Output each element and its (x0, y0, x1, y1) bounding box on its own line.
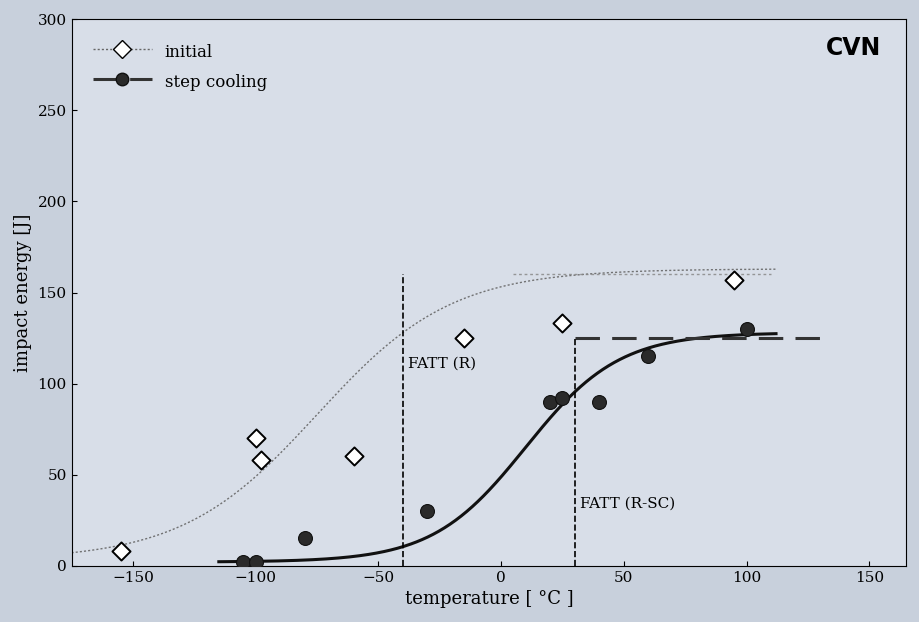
Point (542, 397, 557, 407)
Point (236, 557, 251, 567)
Point (420, 506, 435, 516)
X-axis label: temperature [ °C ]: temperature [ °C ] (404, 590, 573, 608)
Point (253, 455, 267, 465)
Text: FATT (R-SC): FATT (R-SC) (579, 496, 675, 511)
Point (248, 557, 263, 567)
Point (591, 397, 606, 407)
Point (248, 434, 263, 443)
Point (346, 452, 361, 462)
Text: CVN: CVN (825, 36, 880, 60)
Point (738, 324, 753, 334)
Point (641, 351, 655, 361)
Y-axis label: impact energy [J]: impact energy [J] (14, 213, 32, 372)
Point (457, 333, 471, 343)
Point (554, 318, 569, 328)
Legend: initial, step cooling: initial, step cooling (80, 28, 280, 105)
Text: FATT (R): FATT (R) (407, 356, 475, 370)
Point (726, 275, 741, 285)
Point (554, 393, 569, 403)
Point (297, 534, 312, 544)
Point (113, 546, 128, 556)
